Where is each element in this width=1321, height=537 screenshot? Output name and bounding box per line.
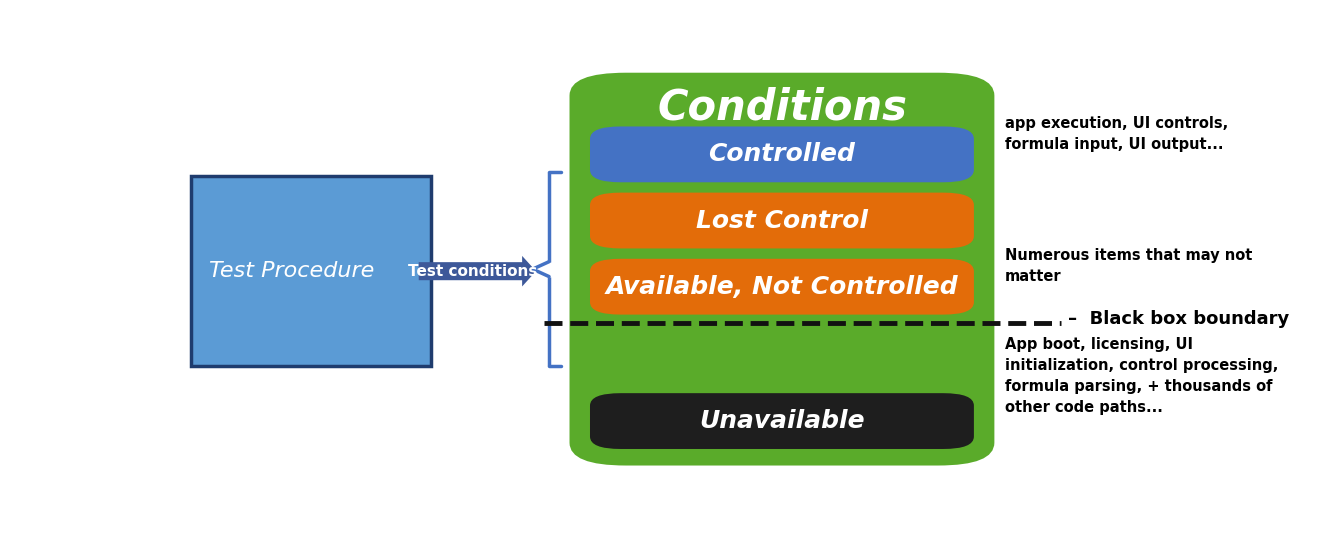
FancyBboxPatch shape — [569, 72, 995, 466]
Text: Controlled: Controlled — [708, 142, 856, 166]
Text: app execution, UI controls,
formula input, UI output...: app execution, UI controls, formula inpu… — [1004, 116, 1229, 152]
Text: Available, Not Controlled: Available, Not Controlled — [605, 275, 958, 299]
Text: Unavailable: Unavailable — [699, 409, 865, 433]
Text: Test Procedure: Test Procedure — [209, 261, 374, 281]
Text: –  Black box boundary: – Black box boundary — [1069, 310, 1289, 328]
FancyBboxPatch shape — [590, 259, 974, 315]
Text: Lost Control: Lost Control — [696, 208, 868, 233]
FancyArrowPatch shape — [419, 256, 536, 286]
FancyBboxPatch shape — [590, 193, 974, 249]
FancyBboxPatch shape — [190, 176, 431, 366]
Text: Test conditions: Test conditions — [408, 264, 536, 279]
Text: Conditions: Conditions — [657, 87, 908, 129]
Text: App boot, licensing, UI
initialization, control processing,
formula parsing, + t: App boot, licensing, UI initialization, … — [1004, 337, 1277, 415]
FancyBboxPatch shape — [590, 127, 974, 182]
FancyBboxPatch shape — [590, 393, 974, 449]
Text: Numerous items that may not
matter: Numerous items that may not matter — [1004, 249, 1252, 285]
